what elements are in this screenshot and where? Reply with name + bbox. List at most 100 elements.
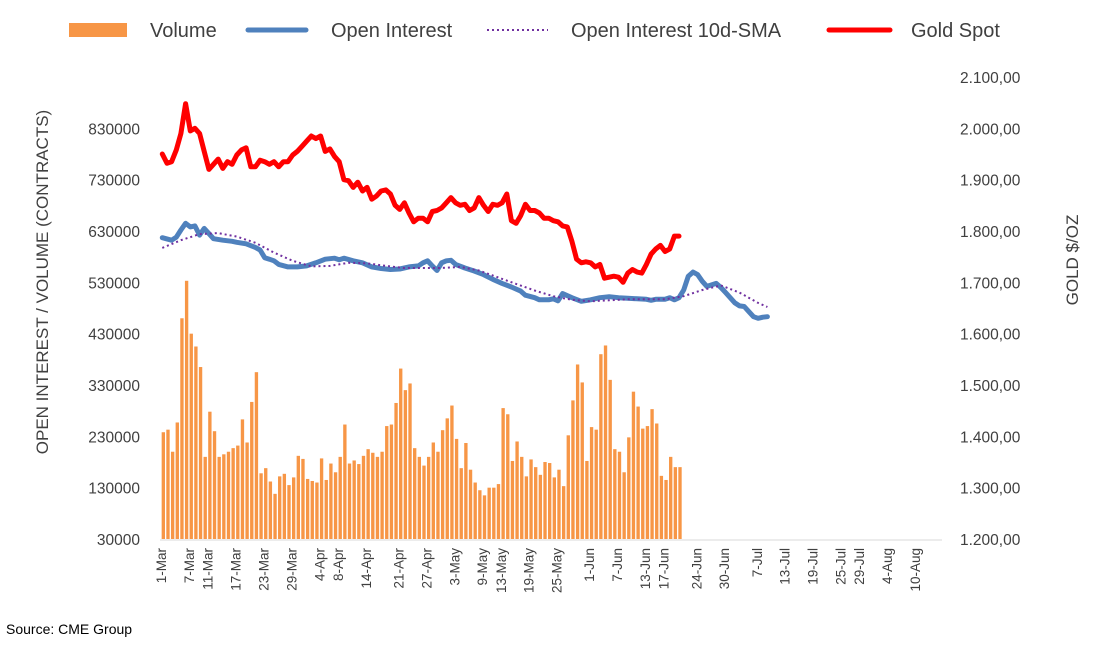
open-interest-sma-line (161, 232, 768, 308)
volume-bar (170, 451, 175, 539)
right-tick-label: 1.400,00 (960, 429, 1021, 446)
left-tick-label: 630000 (88, 224, 140, 241)
x-tick-label: 29-Mar (284, 548, 299, 591)
x-tick-label: 3-May (447, 548, 462, 586)
volume-bar (329, 463, 333, 539)
volume-bar (268, 481, 273, 539)
volume-bar (315, 482, 319, 539)
volume-bar (254, 372, 259, 539)
volume-bar (571, 400, 575, 539)
volume-bar (580, 382, 584, 539)
x-tick-label: 7-Jul (750, 548, 765, 577)
x-tick-label: 21-Apr (391, 548, 406, 589)
source-note: Source: CME Group (6, 621, 132, 637)
volume-bar (366, 449, 370, 539)
volume-bar (264, 468, 268, 539)
x-tick-label: 11-Mar (201, 548, 216, 590)
x-tick-label: 10-Aug (908, 548, 923, 592)
x-tick-label: 4-Apr (312, 547, 327, 581)
right-tick-label: 1.500,00 (960, 378, 1021, 395)
volume-bar (534, 467, 538, 539)
volume-bar (459, 468, 463, 539)
volume-bar (194, 346, 198, 539)
x-tick-label: 7-Mar (182, 548, 197, 584)
volume-bar (343, 424, 347, 539)
volume-bar (319, 458, 324, 539)
left-tick-label: 830000 (88, 121, 140, 138)
x-tick-label: 14-Apr (359, 548, 374, 589)
volume-bar (524, 476, 529, 539)
volume-bar (520, 456, 524, 539)
volume-bar (208, 411, 212, 539)
left-tick-label: 30000 (97, 532, 140, 549)
volume-bar (436, 451, 440, 539)
volume-bar (305, 478, 310, 539)
right-tick-label: 1.700,00 (960, 275, 1021, 292)
x-tick-label: 30-Jun (717, 548, 732, 589)
right-axis-title: GOLD $/OZ (1063, 215, 1082, 306)
volume-bar (641, 428, 645, 539)
volume-bar (226, 451, 231, 539)
volume-bar (222, 454, 226, 539)
volume-bar (240, 419, 245, 539)
right-tick-label: 1.900,00 (960, 173, 1021, 190)
right-axis-ticks: 2.100,00 2.000,00 1.900,00 1.800,00 1.700,00… (960, 70, 1021, 549)
legend-label-gold: Gold Spot (911, 20, 1000, 42)
volume-bar (403, 390, 408, 539)
volume-bar (203, 456, 207, 539)
volume-bar (389, 424, 394, 539)
volume-bar (468, 469, 473, 539)
volume-bar (603, 345, 608, 539)
left-tick-label: 330000 (88, 378, 140, 395)
volume-bar (352, 460, 356, 539)
left-tick-label: 230000 (88, 429, 140, 446)
left-tick-label: 430000 (88, 327, 140, 344)
volume-bar (529, 459, 533, 539)
volume-bar (301, 458, 305, 539)
volume-bar (161, 432, 165, 539)
volume-bar (482, 495, 487, 539)
volume-bar (543, 462, 547, 539)
x-tick-label: 4-Aug (880, 548, 895, 584)
gold-spot-line (159, 101, 682, 285)
x-tick-label: 9-May (475, 548, 490, 586)
x-tick-label: 13-May (494, 548, 509, 593)
left-axis-title: OPEN INTEREST / VOLUME (CONTRACTS) (33, 110, 52, 454)
volume-bar (371, 452, 375, 539)
volume-bar (599, 354, 603, 539)
volume-bar (636, 406, 640, 539)
volume-bar (296, 455, 300, 539)
x-tick-label: 8-Apr (331, 547, 346, 581)
x-tick-label: 25-Jul (834, 548, 849, 585)
volume-bar (324, 479, 328, 539)
x-tick-label: 1-Jun (582, 548, 597, 582)
volume-bar (454, 438, 459, 539)
volume-bar (645, 426, 650, 539)
volume-bar (501, 408, 505, 539)
volume-bar (166, 429, 170, 539)
volume-bar (338, 456, 342, 539)
x-tick-label: 24-Jun (689, 548, 704, 589)
volume-bar (631, 391, 636, 539)
volume-bar (278, 476, 282, 539)
volume-bar (496, 484, 501, 539)
volume-bar (445, 418, 449, 539)
volume-bar (650, 409, 654, 539)
volume-bar (175, 422, 179, 539)
volume-bar (408, 383, 412, 539)
volume-bar (375, 456, 380, 539)
volume-bar (473, 482, 477, 539)
volume-bars (161, 280, 682, 539)
volume-bar (594, 429, 598, 539)
x-tick-label: 1-Mar (154, 548, 169, 584)
volume-bar (380, 451, 384, 539)
legend-label-open-interest: Open Interest (331, 20, 453, 42)
legend-label-sma: Open Interest 10d-SMA (571, 20, 782, 42)
volume-bar (613, 449, 617, 539)
volume-bar (180, 318, 184, 539)
legend: Volume Open Interest Open Interest 10d-S… (69, 20, 1000, 42)
series-lines (159, 101, 770, 321)
volume-bar (184, 280, 189, 539)
volume-bar (589, 427, 594, 539)
